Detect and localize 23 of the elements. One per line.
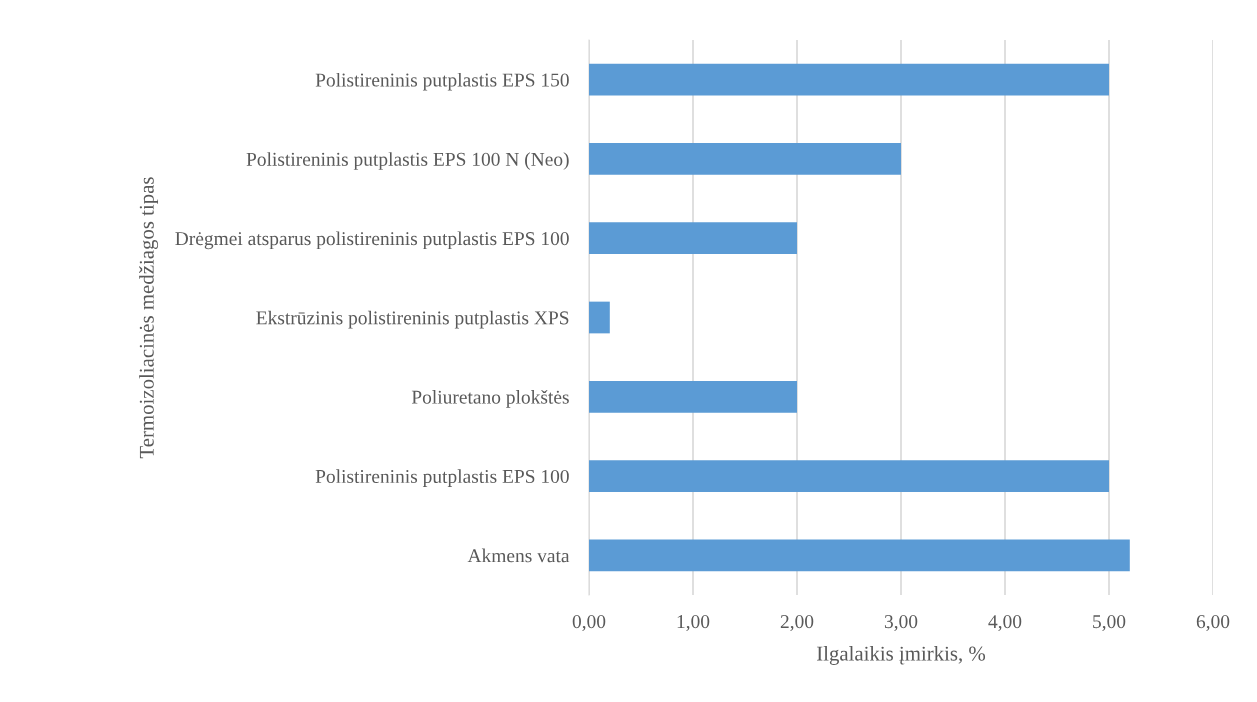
bar [589,143,901,175]
bar [589,380,797,413]
x-tick-label: 4,00 [988,615,1022,631]
y-tick-label: Drėgmei atsparus polistireninis putplastis EPS 100 [175,231,569,250]
y-tick-label: Poliuretano plokštės [411,390,569,408]
x-tick-label: 3,00 [884,615,918,631]
x-tick-label: 5,00 [1093,615,1126,631]
x-tick-label: 2,00 [780,615,814,631]
y-tick-label: Akmens vata [467,548,570,563]
x-tick-label: 6,00 [1196,615,1230,631]
y-tick-label: Polistireninis putplastis EPS 150 [315,72,569,91]
x-axis-title: Ilgalaikis įmirkis, % [816,645,986,665]
bar [589,63,1109,96]
y-tick-label: Ekstrūzinis polistireninis putplastis XPS [256,310,569,329]
x-tick-label: 1,00 [677,615,710,631]
y-axis-title: Termoizoliacinės medžiagos tipas [139,177,159,459]
bar [589,539,1130,572]
x-tick-label: 0,00 [572,615,606,631]
bar [589,301,610,334]
bar [589,460,1109,492]
y-tick-label: Polistireninis putplastis EPS 100 [315,469,569,487]
bar [589,222,797,255]
y-tick-label: Polistireninis putplastis EPS 100 N (Neo) [246,152,569,170]
